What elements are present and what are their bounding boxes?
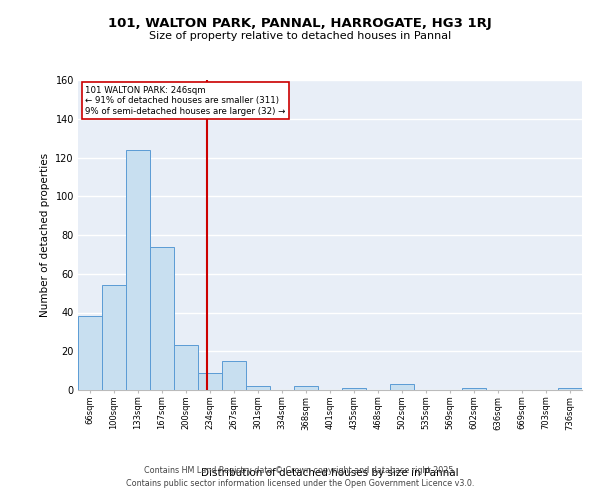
Bar xyxy=(342,388,366,390)
Bar xyxy=(390,384,414,390)
Y-axis label: Number of detached properties: Number of detached properties xyxy=(40,153,50,317)
Bar xyxy=(174,346,198,390)
Bar xyxy=(294,386,318,390)
Bar xyxy=(102,286,126,390)
Text: Contains HM Land Registry data © Crown copyright and database right 2025.
Contai: Contains HM Land Registry data © Crown c… xyxy=(126,466,474,487)
Bar xyxy=(462,388,486,390)
Text: Size of property relative to detached houses in Pannal: Size of property relative to detached ho… xyxy=(149,31,451,41)
Bar xyxy=(222,361,246,390)
Text: 101 WALTON PARK: 246sqm
← 91% of detached houses are smaller (311)
9% of semi-de: 101 WALTON PARK: 246sqm ← 91% of detache… xyxy=(85,86,286,116)
X-axis label: Distribution of detached houses by size in Pannal: Distribution of detached houses by size … xyxy=(201,468,459,478)
Bar xyxy=(198,372,222,390)
Text: 101, WALTON PARK, PANNAL, HARROGATE, HG3 1RJ: 101, WALTON PARK, PANNAL, HARROGATE, HG3… xyxy=(108,18,492,30)
Bar xyxy=(126,150,150,390)
Bar xyxy=(150,246,174,390)
Bar xyxy=(78,316,102,390)
Bar xyxy=(246,386,270,390)
Bar xyxy=(558,388,582,390)
